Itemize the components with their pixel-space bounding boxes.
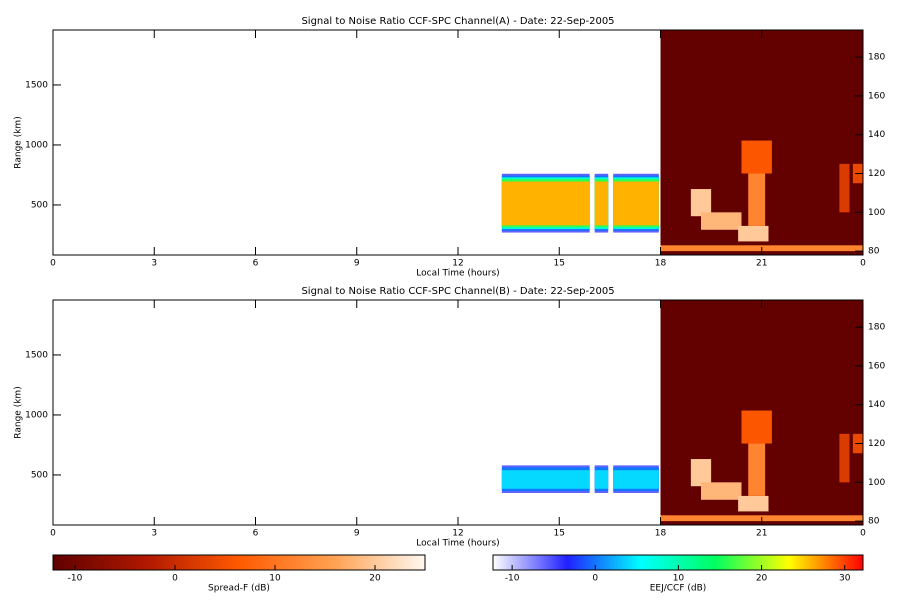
colorbar-tick-label: 0 [172,574,178,584]
panel-title: Signal to Noise Ratio CCF-SPC Channel(A)… [301,16,614,27]
y-tick-label: 500 [31,470,48,480]
x-tick-label: 0 [860,529,866,539]
x-tick-label: 6 [253,259,259,269]
y2-tick-label: 100 [868,208,885,218]
x-tick-label: 15 [554,259,565,269]
spread-f-cell [701,212,742,230]
spread-f-cell [701,482,742,500]
snr-cell [594,181,609,226]
y2-tick-label: 180 [868,53,885,63]
y2-tick-label: 100 [868,478,885,488]
y2-tick-label: 140 [868,130,885,140]
x-tick-label: 18 [655,259,667,269]
y-axis-label: Range (km) [14,386,24,438]
y2-tick-label: 140 [868,400,885,410]
colorbar-label: Spread-F (dB) [208,584,270,594]
spread-f-cell [748,443,766,496]
snr-cell [613,470,659,489]
spread-f-cell [690,459,712,487]
colorbar-tick-label: -10 [505,574,520,584]
colorbar-tick-label: -10 [68,574,83,584]
x-tick-label: 15 [554,529,565,539]
y2-tick-label: 120 [868,169,885,179]
spread-f-cell [741,410,772,444]
x-tick-label: 0 [50,529,56,539]
spread-f-cell [839,433,850,483]
y2-tick-label: 160 [868,361,885,371]
spread-f-cell [741,140,772,174]
spread-f-cell [690,189,712,217]
colorbar [52,554,426,571]
panel-title: Signal to Noise Ratio CCF-SPC Channel(B)… [301,286,614,297]
x-axis-label: Local Time (hours) [416,269,499,279]
x-tick-label: 3 [151,529,157,539]
snr-cell [613,181,659,226]
y2-tick-label: 80 [868,247,880,257]
colorbar-tick-label: 10 [673,574,685,584]
x-tick-label: 0 [860,259,866,269]
x-tick-label: 0 [50,259,56,269]
y-tick-label: 500 [31,200,48,210]
x-axis-label: Local Time (hours) [416,539,499,549]
y2-tick-label: 80 [868,517,880,527]
x-tick-label: 12 [452,529,463,539]
y2-tick-label: 120 [868,439,885,449]
y2-tick-label: 180 [868,323,885,333]
spread-f-cell [738,495,769,512]
y-tick-label: 1000 [25,140,48,150]
snr-cell [501,470,590,489]
y-tick-label: 1500 [25,350,48,360]
x-tick-label: 9 [354,529,360,539]
x-tick-label: 18 [655,529,667,539]
colorbar-tick-label: 20 [756,574,768,584]
spread-f-cell [839,163,850,213]
y2-tick-label: 160 [868,91,885,101]
colorbar-tick-label: 0 [592,574,598,584]
x-tick-label: 21 [756,259,767,269]
snr-cell [501,181,590,226]
x-tick-label: 6 [253,529,259,539]
spread-f-cell [748,173,766,226]
colorbar-label: EEJ/CCF (dB) [650,584,707,594]
x-tick-label: 21 [756,529,767,539]
colorbar-tick-label: 10 [269,574,281,584]
spread-f-cell [738,225,769,242]
colorbar-tick-label: 20 [369,574,381,584]
x-tick-label: 12 [452,259,463,269]
x-tick-label: 3 [151,259,157,269]
y-tick-label: 1500 [25,80,48,90]
snr-cell [594,470,609,489]
colorbar-tick-label: 30 [839,574,851,584]
y-axis-label: Range (km) [14,116,24,168]
x-tick-label: 9 [354,259,360,269]
y-tick-label: 1000 [25,410,48,420]
